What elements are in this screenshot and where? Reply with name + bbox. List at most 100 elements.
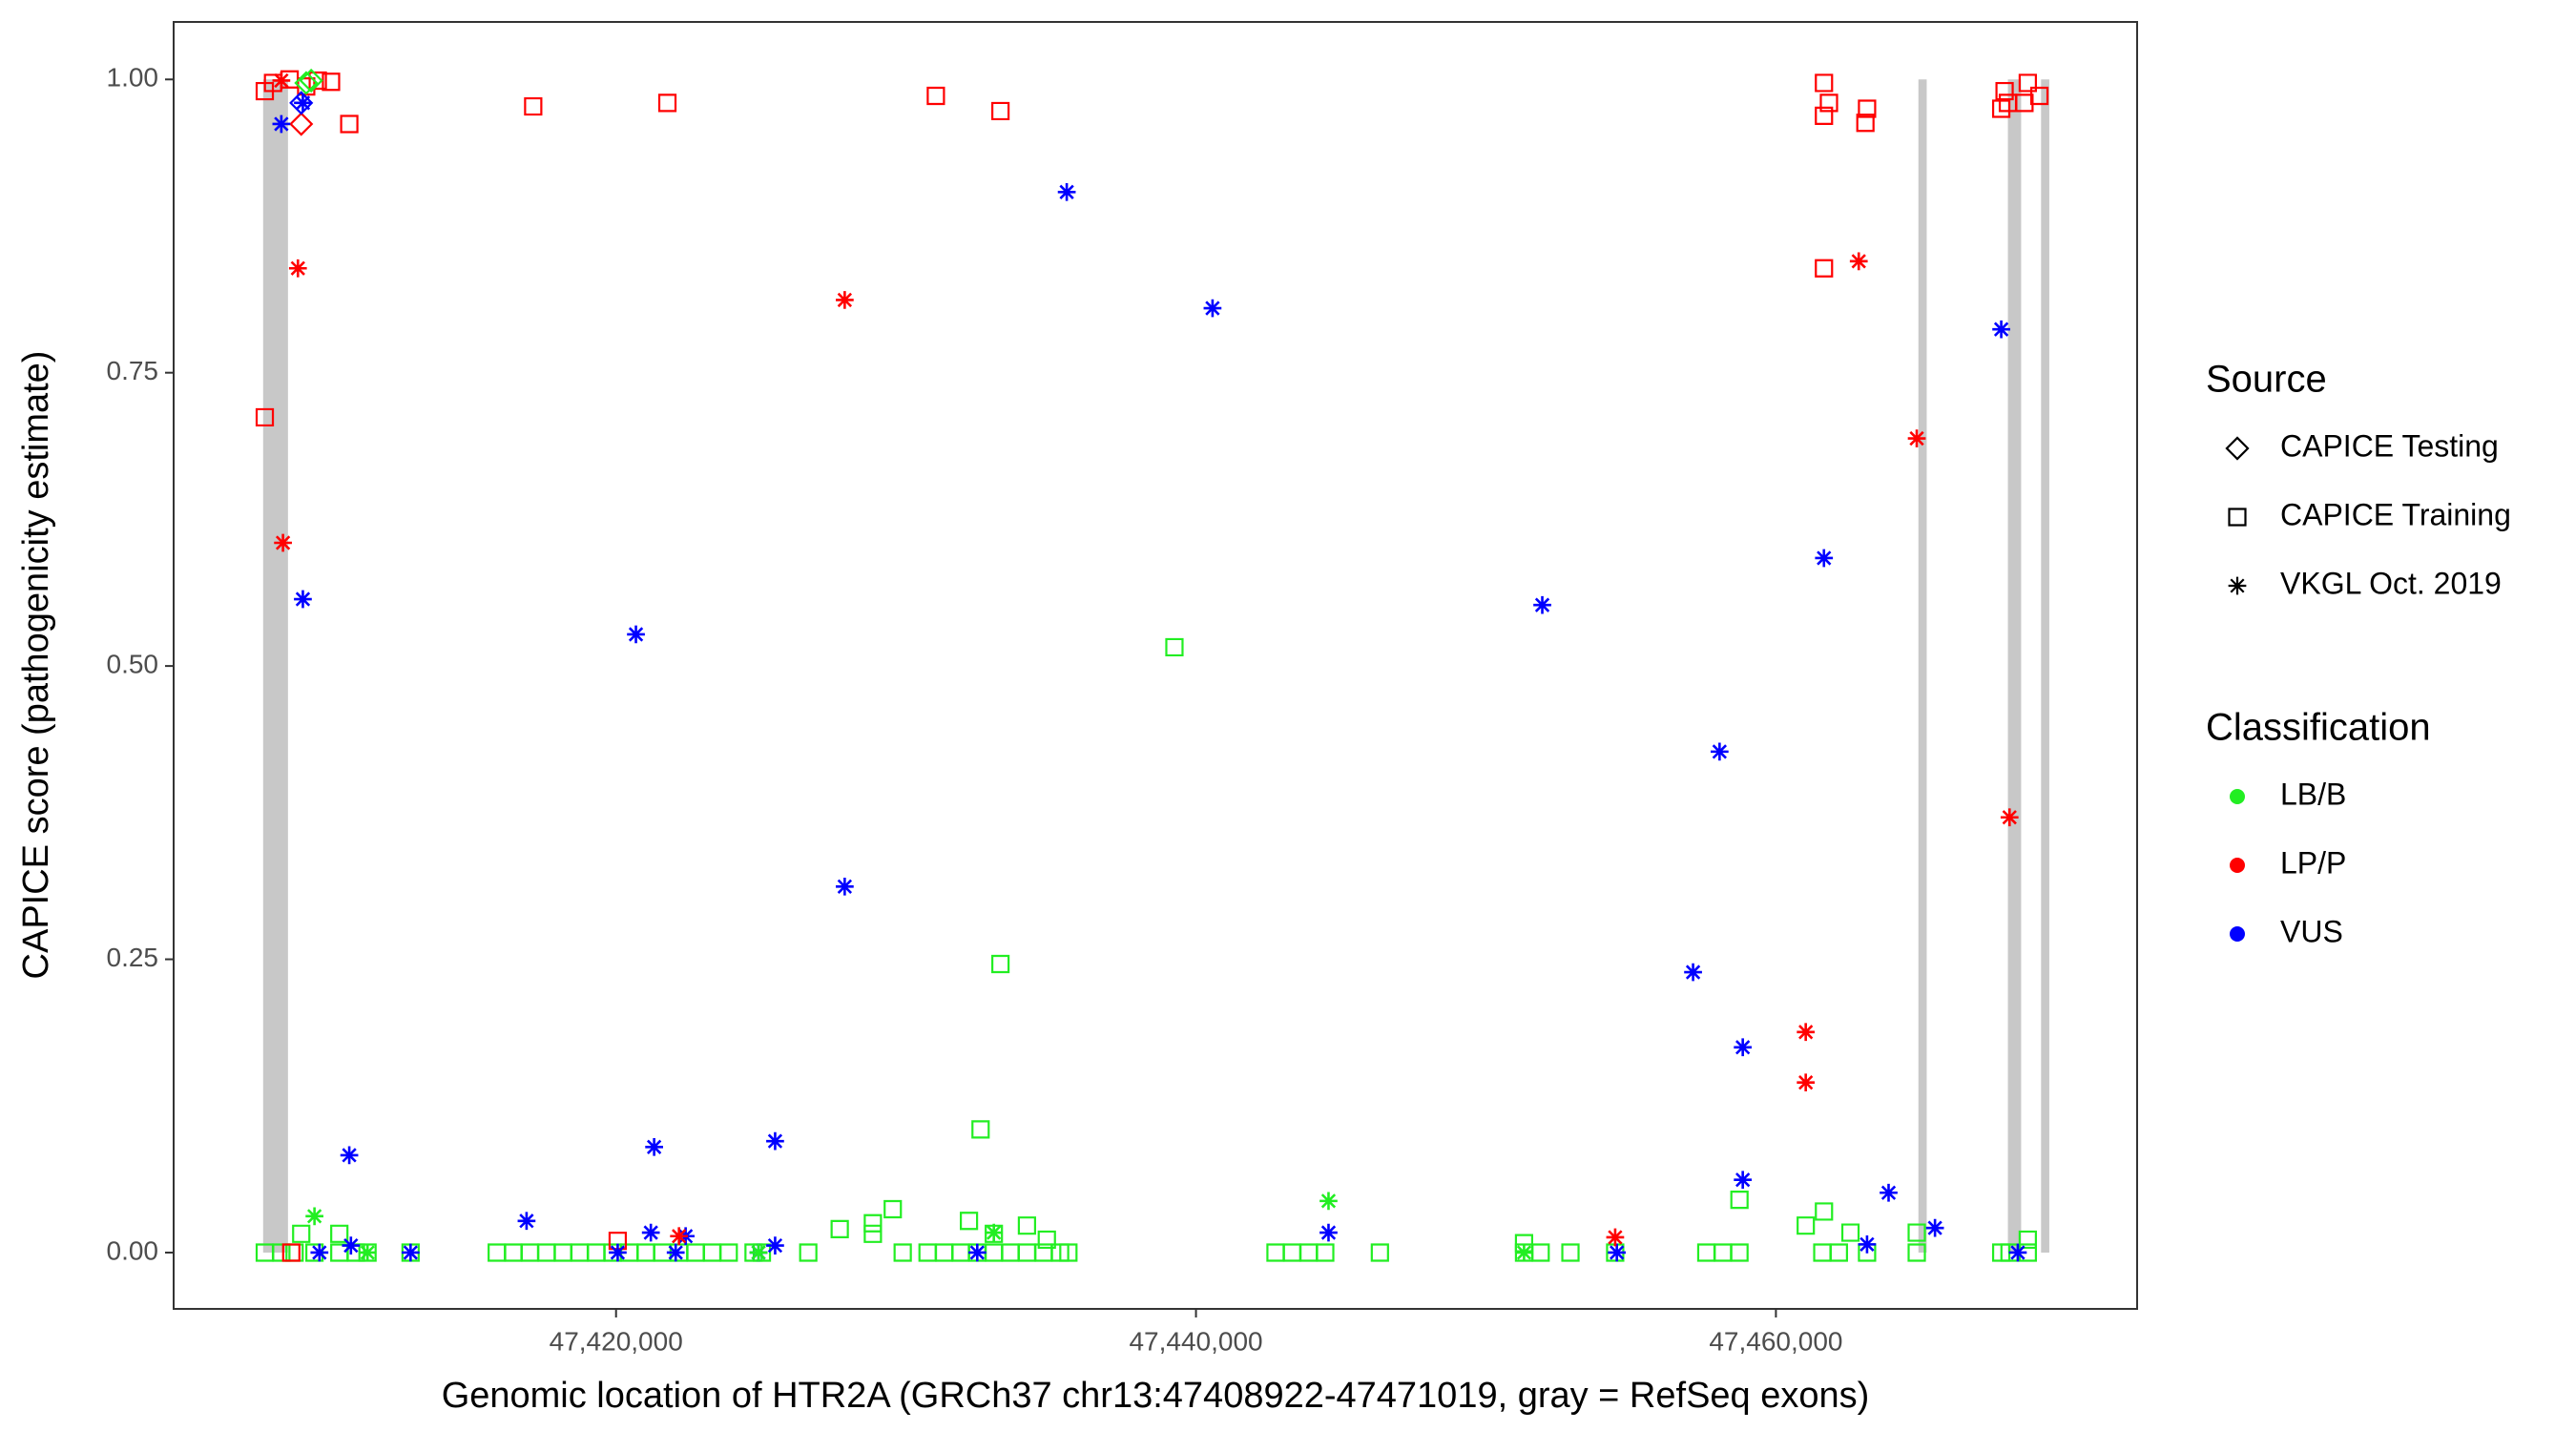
data-point — [1514, 1234, 1534, 1253]
data-point — [1734, 1171, 1753, 1190]
data-point — [2008, 1243, 2027, 1262]
data-point — [893, 1243, 912, 1262]
data-point — [1815, 73, 1834, 93]
data-point — [1059, 1243, 1078, 1262]
data-point — [2029, 86, 2049, 106]
data-point — [1907, 1243, 1926, 1262]
data-point — [1714, 1243, 1733, 1262]
legend-label: CAPICE Testing — [2280, 428, 2499, 463]
data-point — [1819, 93, 1839, 113]
data-point — [401, 1243, 420, 1262]
data-point — [863, 1224, 883, 1243]
data-point — [836, 877, 854, 896]
legend-label: VUS — [2280, 914, 2343, 948]
data-point — [836, 291, 854, 309]
data-point — [289, 91, 314, 115]
data-point — [967, 1243, 987, 1262]
data-point — [1531, 1243, 1550, 1262]
data-point — [1813, 1243, 1832, 1262]
data-point — [1797, 1023, 1816, 1042]
data-point — [985, 1223, 1004, 1242]
legend-label: LP/P — [2280, 845, 2346, 880]
data-point — [1299, 1243, 1319, 1262]
data-point — [1017, 1243, 1036, 1262]
data-point — [2015, 93, 2034, 113]
data-point — [308, 71, 327, 91]
data-point — [330, 1243, 349, 1262]
data-point — [951, 1243, 970, 1262]
data-point — [322, 73, 341, 92]
data-point — [520, 1243, 540, 1262]
data-point — [1561, 1243, 1580, 1262]
exon-band — [262, 79, 288, 1253]
data-point — [702, 1243, 722, 1262]
data-point — [553, 1243, 572, 1262]
data-point — [636, 1243, 655, 1262]
data-point — [1533, 595, 1551, 614]
data-point — [1370, 1243, 1389, 1262]
exon-band — [2041, 79, 2049, 1253]
data-point — [1991, 99, 2011, 118]
data-point — [609, 1243, 627, 1262]
data-point — [310, 1243, 329, 1262]
data-point — [488, 1243, 507, 1262]
data-point — [766, 1236, 784, 1255]
data-point — [305, 1207, 323, 1226]
legend-key — [2230, 789, 2245, 804]
data-point — [401, 1243, 420, 1262]
legend-key — [2225, 436, 2250, 461]
data-point — [670, 1227, 689, 1246]
data-point — [272, 114, 291, 134]
data-point — [926, 86, 945, 106]
data-point — [274, 533, 292, 552]
data-point — [991, 101, 1010, 121]
data-point — [1730, 1191, 1749, 1210]
data-point — [255, 407, 275, 427]
y-axis-title: CAPICE score (pathogenicity estimate) — [16, 351, 56, 980]
data-point — [1840, 1223, 1860, 1242]
data-point — [1057, 182, 1076, 201]
data-point — [991, 954, 1010, 974]
data-point — [1815, 106, 1834, 125]
data-point — [342, 1236, 361, 1255]
legend-key — [2230, 858, 2245, 873]
legend-key — [2228, 576, 2247, 595]
data-point — [2000, 808, 2019, 827]
data-point — [524, 96, 543, 116]
data-point — [749, 1243, 768, 1262]
data-point — [1797, 1073, 1816, 1092]
legend-title: Classification — [2206, 707, 2431, 749]
data-point — [719, 1243, 738, 1262]
data-point — [1316, 1243, 1335, 1262]
data-point — [766, 1131, 784, 1151]
data-point — [657, 93, 677, 113]
exon-band — [2007, 79, 2022, 1253]
data-point — [255, 81, 275, 101]
data-point — [288, 259, 307, 278]
data-point — [1992, 320, 2010, 339]
data-point — [883, 1199, 903, 1219]
legend-label: CAPICE Training — [2280, 497, 2511, 531]
data-point — [1858, 99, 1877, 118]
data-point — [608, 1232, 628, 1251]
data-point — [358, 1243, 377, 1262]
data-point — [2018, 1230, 2037, 1250]
data-point — [1266, 1243, 1285, 1262]
data-point — [294, 71, 319, 95]
x-tick-label: 47,440,000 — [1129, 1326, 1262, 1356]
data-point — [1815, 259, 1834, 278]
data-point — [294, 93, 312, 113]
data-point — [340, 114, 359, 134]
data-point — [1856, 114, 1875, 133]
data-point — [570, 1243, 590, 1262]
data-point — [1017, 1216, 1036, 1235]
y-tick-label: 0.75 — [107, 356, 159, 385]
data-point — [1734, 1038, 1753, 1057]
y-tick-label: 1.00 — [107, 63, 159, 93]
y-tick-label: 0.50 — [107, 650, 159, 679]
data-point — [1730, 1243, 1749, 1262]
data-point — [1001, 1243, 1020, 1262]
data-point — [627, 625, 645, 644]
data-point — [985, 1243, 1004, 1262]
